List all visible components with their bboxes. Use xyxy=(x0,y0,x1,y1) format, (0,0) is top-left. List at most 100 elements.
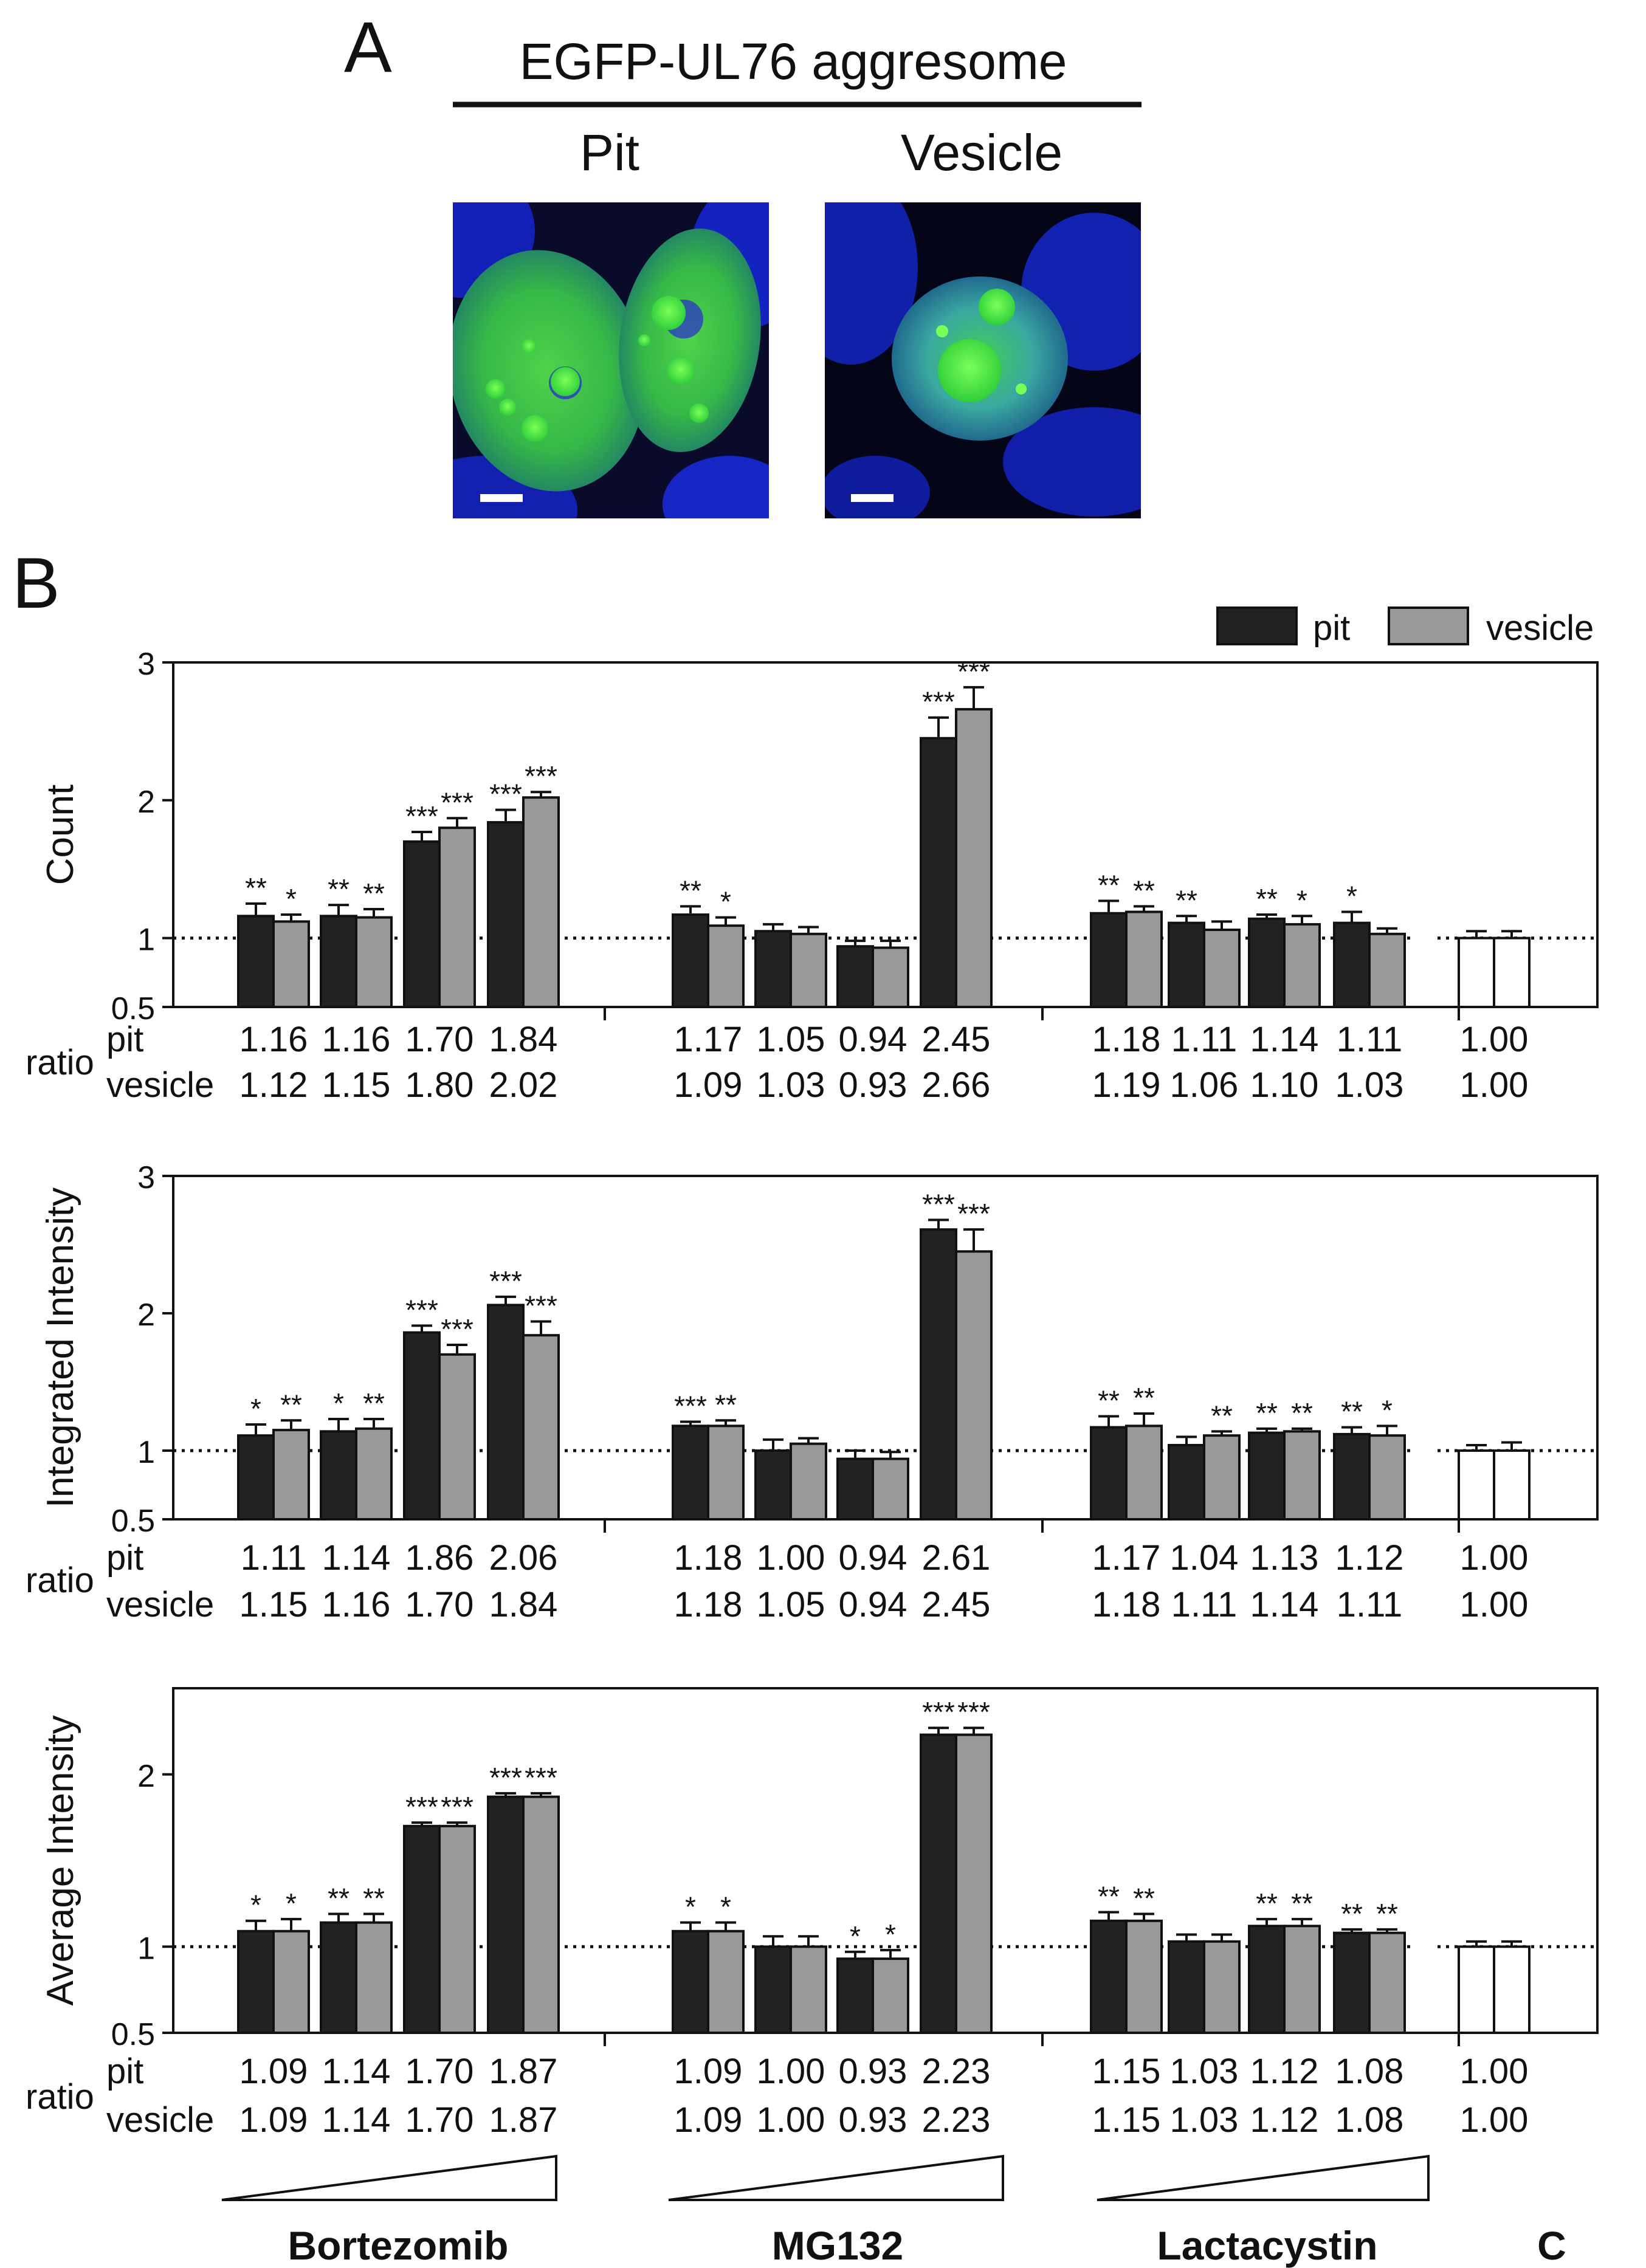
ratio-value-vesicle: 1.03 xyxy=(1170,2100,1239,2140)
ratio-value-pit: 1.16 xyxy=(322,1020,391,1059)
bar-pit xyxy=(836,945,874,1009)
bar-vesicle xyxy=(438,1824,476,2035)
bar-vesicle xyxy=(955,1250,993,1521)
ratio-value-pit: 1.17 xyxy=(1092,1538,1161,1578)
ratio-value-pit: 2.23 xyxy=(922,2052,991,2091)
significance-label: ** xyxy=(328,1882,350,1914)
y-tick-label: 0.5 xyxy=(111,991,155,1026)
legend-pit-label: pit xyxy=(1313,608,1350,648)
ratio-value-pit: 1.00 xyxy=(757,2052,825,2091)
ratio-value-pit: 1.00 xyxy=(1460,1020,1529,1059)
panel-a-letter: A xyxy=(344,7,392,88)
ratio-value-vesicle: 1.15 xyxy=(239,1585,308,1624)
significance-label: ** xyxy=(1133,1382,1155,1414)
significance-label: * xyxy=(286,883,297,915)
mg132-dose-wedge xyxy=(668,2154,1004,2201)
ratio-value-pit: 1.87 xyxy=(489,2052,558,2091)
ratio-value-vesicle: 1.00 xyxy=(1460,1585,1529,1624)
ratio-value-vesicle: 1.16 xyxy=(322,1585,391,1624)
ratio-value-vesicle: 1.70 xyxy=(405,1585,474,1624)
significance-label: ** xyxy=(328,873,350,905)
ratio-value-pit: 1.08 xyxy=(1335,2052,1404,2091)
ratio-value-vesicle: 1.09 xyxy=(674,1065,743,1105)
significance-label: ** xyxy=(715,1389,737,1420)
bar-vesicle xyxy=(707,924,745,1008)
group-label-bortezomib: Bortezomib xyxy=(288,2223,509,2268)
ratio-value-pit: 1.13 xyxy=(1250,1538,1319,1578)
ratio-value-vesicle: 0.93 xyxy=(839,2100,907,2140)
significance-label: ** xyxy=(1098,1385,1120,1417)
ratio-value-vesicle: 1.08 xyxy=(1335,2100,1404,2140)
bar-vesicle xyxy=(355,916,393,1008)
bar-vesicle xyxy=(872,1957,909,2034)
bar-vesicle xyxy=(790,1442,827,1521)
ratio-value-vesicle: 1.05 xyxy=(757,1585,825,1624)
ratio-value-pit: 2.06 xyxy=(489,1538,558,1578)
bar-pit xyxy=(237,915,275,1009)
bar-vesicle xyxy=(438,1353,476,1521)
bar-pit xyxy=(1090,1426,1128,1521)
significance-label: * xyxy=(885,1919,896,1950)
ratio-value-vesicle: 2.02 xyxy=(489,1065,558,1105)
bar-vesicle xyxy=(790,932,827,1009)
bar-pit xyxy=(1458,936,1495,1008)
ratio-value-vesicle: 0.94 xyxy=(839,1585,907,1624)
significance-label: ** xyxy=(1211,1400,1233,1431)
bar-pit xyxy=(836,1957,874,2034)
significance-label: ** xyxy=(1256,1888,1278,1919)
significance-label: * xyxy=(720,886,731,918)
bar-pit xyxy=(672,913,709,1008)
bar-pit xyxy=(237,1930,275,2035)
ratio-row-label-vesicle: vesicle xyxy=(106,1065,214,1105)
ratio-value-vesicle: 1.15 xyxy=(1092,2100,1161,2140)
bar-vesicle xyxy=(438,826,476,1009)
significance-label: * xyxy=(333,1387,344,1419)
ratio-value-vesicle: 1.12 xyxy=(239,1065,308,1105)
bar-pit xyxy=(1090,912,1128,1008)
bar-vesicle xyxy=(272,1930,310,2035)
ratio-value-vesicle: 1.11 xyxy=(1337,1585,1403,1624)
ratio-value-pit: 1.12 xyxy=(1250,2052,1319,2091)
bar-vesicle xyxy=(872,946,909,1008)
significance-label: *** xyxy=(489,1265,522,1297)
pit-image-label: Pit xyxy=(580,124,639,181)
bar-pit xyxy=(920,737,957,1008)
bar-vesicle xyxy=(1203,928,1241,1008)
ratio-value-vesicle: 1.87 xyxy=(489,2100,558,2140)
ratio-label: ratio xyxy=(26,1043,94,1082)
bar-vesicle xyxy=(1203,1434,1241,1521)
bar-pit xyxy=(1248,1925,1286,2034)
significance-label: *** xyxy=(674,1390,707,1422)
bar-vesicle xyxy=(790,1945,827,2034)
y-tick-label: 1 xyxy=(137,1435,155,1470)
ratio-value-pit: 1.12 xyxy=(1335,1538,1404,1578)
bar-pit xyxy=(487,821,525,1008)
ratio-value-pit: 1.70 xyxy=(405,1020,474,1059)
group-label-mg132: MG132 xyxy=(772,2223,903,2268)
ratio-value-vesicle: 1.11 xyxy=(1171,1585,1238,1624)
ratio-value-vesicle: 1.10 xyxy=(1250,1065,1319,1105)
ratio-value-vesicle: 1.00 xyxy=(1460,1065,1529,1105)
ratio-value-pit: 1.05 xyxy=(757,1020,825,1059)
bar-vesicle xyxy=(1283,923,1321,1009)
bar-pit xyxy=(403,1331,441,1521)
ratio-value-vesicle: 1.12 xyxy=(1250,2100,1319,2140)
bar-pit xyxy=(320,1430,357,1521)
ratio-value-vesicle: 1.80 xyxy=(405,1065,474,1105)
significance-label: *** xyxy=(441,1313,473,1345)
ratio-value-vesicle: 1.18 xyxy=(674,1585,743,1624)
ratio-value-pit: 1.70 xyxy=(405,2052,474,2091)
significance-label: *** xyxy=(405,1294,438,1325)
ratio-value-pit: 1.03 xyxy=(1170,2052,1239,2091)
bar-pit xyxy=(1333,1931,1371,2035)
bar-vesicle xyxy=(1125,1424,1163,1521)
bar-pit xyxy=(754,1945,792,2034)
ratio-value-pit: 1.00 xyxy=(1460,1538,1529,1578)
vesicle-image-label: Vesicle xyxy=(901,124,1062,181)
significance-label: ** xyxy=(363,878,385,909)
bar-vesicle xyxy=(522,796,560,1009)
ratio-value-vesicle: 1.03 xyxy=(1335,1065,1404,1105)
legend-pit-swatch xyxy=(1216,607,1298,645)
